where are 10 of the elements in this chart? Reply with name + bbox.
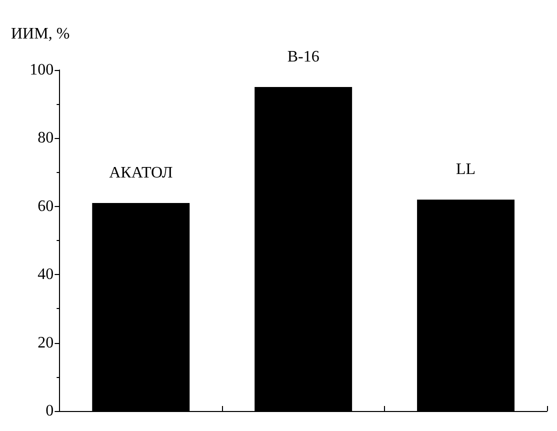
y-tick-label: 20 xyxy=(38,334,54,352)
y-tick-label: 60 xyxy=(38,198,54,215)
x-tick-label: B-16 xyxy=(287,48,320,66)
x-tick-label: АКАТОЛ xyxy=(109,164,173,182)
y-tick-label: 80 xyxy=(38,130,54,147)
y-tick-label: 0 xyxy=(46,402,54,420)
y-tick-label: 40 xyxy=(38,266,54,284)
y-tick-label: 100 xyxy=(30,62,54,78)
y-axis-title: ИИМ, % xyxy=(10,26,70,42)
x-tick-label: LL xyxy=(456,161,476,178)
